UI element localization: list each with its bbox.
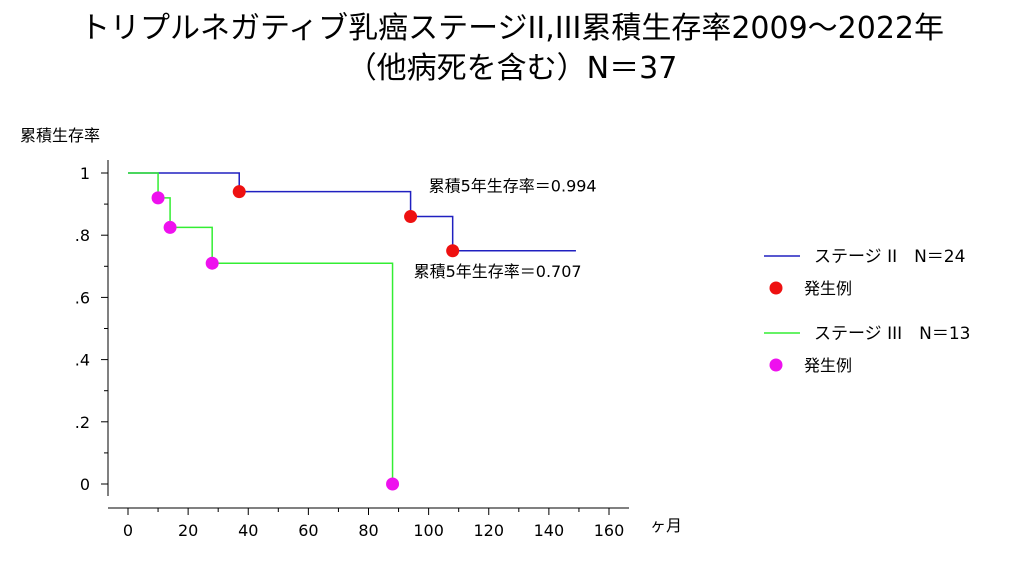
x-tick-label: 140 bbox=[534, 521, 565, 540]
survival-annotation-1: 累積5年生存率＝0.994 bbox=[429, 177, 597, 196]
event-marker-2 bbox=[386, 477, 400, 491]
legend-series-label: ステージ II N＝24 bbox=[814, 247, 965, 267]
survival-lines bbox=[128, 172, 576, 484]
legend-series-label: ステージ III N＝13 bbox=[814, 324, 970, 344]
series-line-2 bbox=[128, 172, 394, 484]
y-tick-label: .8 bbox=[75, 226, 90, 245]
y-axis-label: 累積生存率 bbox=[20, 126, 100, 145]
chart-title: トリプルネガティブ乳癌ステージII,III累積生存率2009～2022年 bbox=[79, 11, 945, 46]
event-marker-2 bbox=[151, 191, 165, 205]
x-tick-label: 20 bbox=[178, 521, 198, 540]
x-tick-label: 120 bbox=[473, 521, 504, 540]
y-tick-label: 1 bbox=[80, 164, 90, 183]
x-tick-label: 0 bbox=[123, 521, 133, 540]
legend-event-label: 発生例 bbox=[804, 356, 852, 375]
legend-event-marker-1 bbox=[769, 281, 783, 295]
y-tick-label: .6 bbox=[75, 288, 90, 307]
legend-event-marker-2 bbox=[769, 358, 783, 372]
y-tick-label: 0 bbox=[80, 475, 90, 494]
event-marker-2 bbox=[163, 220, 177, 234]
event-markers bbox=[151, 185, 460, 491]
event-marker-1 bbox=[404, 210, 418, 224]
x-tick-label: 40 bbox=[238, 521, 258, 540]
survival-annotation-2: 累積5年生存率＝0.707 bbox=[414, 262, 582, 281]
x-tick-label: 80 bbox=[358, 521, 378, 540]
annotations: 累積5年生存率＝0.994 累積5年生存率＝0.707 bbox=[414, 177, 597, 282]
chart-subtitle: （他病死を含む）N＝37 bbox=[346, 51, 678, 86]
event-marker-2 bbox=[205, 256, 219, 270]
x-axis-label: ヶ月 bbox=[650, 516, 682, 535]
y-tick-label: .4 bbox=[75, 351, 90, 370]
x-tick-label: 160 bbox=[594, 521, 625, 540]
y-tick-label: .2 bbox=[75, 413, 90, 432]
axes: 0 20 40 60 80 100 120 140 160 0 .2 .4 .6 .8 1 bbox=[75, 160, 629, 540]
x-tick-label: 100 bbox=[413, 521, 444, 540]
event-marker-1 bbox=[446, 244, 460, 258]
x-tick-label: 60 bbox=[298, 521, 318, 540]
legend-event-label: 発生例 bbox=[804, 279, 852, 298]
event-marker-1 bbox=[232, 185, 246, 199]
